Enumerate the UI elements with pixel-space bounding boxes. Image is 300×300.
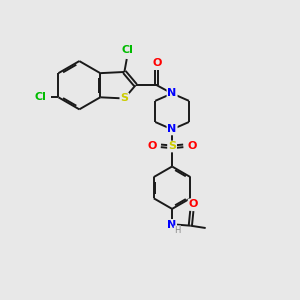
Text: O: O <box>188 141 197 151</box>
Text: Cl: Cl <box>122 45 134 55</box>
Text: N: N <box>167 88 177 98</box>
Text: H: H <box>174 226 181 235</box>
Text: O: O <box>189 200 198 209</box>
Text: S: S <box>120 94 128 103</box>
Text: S: S <box>168 142 176 152</box>
Text: Cl: Cl <box>35 92 47 102</box>
Text: N: N <box>167 124 177 134</box>
Text: N: N <box>167 220 176 230</box>
Text: O: O <box>147 141 157 151</box>
Text: O: O <box>152 58 161 68</box>
